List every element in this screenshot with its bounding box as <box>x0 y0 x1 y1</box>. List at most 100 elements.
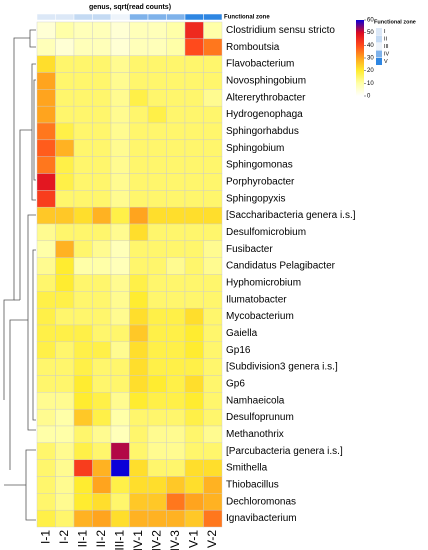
row-label: Gaiella <box>226 328 258 339</box>
heat-cell <box>184 408 204 427</box>
heat-cell <box>129 38 149 56</box>
heat-cell <box>129 122 149 141</box>
heat-cell <box>92 72 112 90</box>
heat-cell <box>147 476 167 494</box>
color-bar-label: 50 <box>367 30 374 36</box>
heat-cell <box>110 156 130 174</box>
heat-cell <box>110 190 130 208</box>
heat-cell <box>129 375 149 393</box>
heat-cell <box>203 442 223 460</box>
heat-cell <box>110 223 130 242</box>
heat-cell <box>184 341 204 359</box>
heat-cell <box>55 240 75 258</box>
heat-cell <box>92 223 112 242</box>
heat-cell <box>55 307 75 326</box>
dendrogram <box>3 29 36 521</box>
heat-cell <box>129 324 149 343</box>
heat-cell <box>147 122 167 141</box>
heat-cell <box>55 257 75 275</box>
color-bar-label: 10 <box>367 81 374 87</box>
heat-cell <box>147 55 167 73</box>
heat-cell <box>166 55 186 73</box>
heat-cell <box>129 105 149 124</box>
heat-cell <box>166 156 186 174</box>
heat-cell <box>147 173 167 191</box>
heat-cell <box>92 55 112 73</box>
zone-legend-title: Functional zone <box>374 19 416 25</box>
column-label: V-2 <box>205 530 219 548</box>
heat-cell <box>55 392 75 410</box>
column-label: II-1 <box>75 530 89 548</box>
heat-cell <box>55 72 75 90</box>
heat-cell <box>92 493 112 511</box>
zone-legend-swatch <box>376 50 382 58</box>
column-label: IV-3 <box>168 530 182 550</box>
heat-cell <box>92 341 112 359</box>
heat-cell <box>110 509 130 528</box>
heat-cell <box>55 122 75 141</box>
heat-cell <box>73 156 93 174</box>
zone-strip-label: Functional zone <box>224 15 270 21</box>
heat-cell <box>36 89 56 107</box>
zone-strip-cell <box>147 13 167 21</box>
heat-cell <box>203 476 223 494</box>
heat-cell <box>203 139 223 157</box>
heat-cell <box>92 375 112 393</box>
heat-cell <box>36 392 56 410</box>
heat-cell <box>73 240 93 258</box>
heat-cell <box>110 21 130 40</box>
heat-cell <box>73 307 93 326</box>
heat-cell <box>73 392 93 410</box>
heat-cell <box>166 257 186 275</box>
heat-cell <box>203 307 223 326</box>
heat-cell <box>55 341 75 359</box>
heat-cell <box>55 274 75 292</box>
heat-cell <box>55 156 75 174</box>
heat-cell <box>203 459 223 477</box>
heat-cell <box>73 274 93 292</box>
color-bar-label: 20 <box>367 68 374 74</box>
heat-cell <box>203 509 223 528</box>
heat-cell <box>203 206 223 225</box>
heat-cell <box>73 341 93 359</box>
heat-cell <box>110 173 130 191</box>
row-label: Flavobacterium <box>226 59 294 70</box>
heat-cell <box>203 55 223 73</box>
heat-cell <box>73 408 93 427</box>
heat-cell <box>110 240 130 258</box>
heat-cell <box>92 21 112 40</box>
heat-cell <box>184 459 204 477</box>
color-bar-label: 60 <box>367 18 374 24</box>
heat-cell <box>129 509 149 528</box>
heat-cell <box>73 476 93 494</box>
heat-cell <box>129 139 149 157</box>
heat-cell <box>73 89 93 107</box>
heat-cell <box>184 442 204 460</box>
heat-cell <box>73 459 93 477</box>
heat-cell <box>92 442 112 460</box>
heat-cell <box>166 206 186 225</box>
heat-cell <box>184 156 204 174</box>
heat-cell <box>184 55 204 73</box>
heat-cell <box>73 257 93 275</box>
heat-cell <box>129 55 149 73</box>
heat-cell <box>55 459 75 477</box>
zone-strip-cell <box>55 13 75 21</box>
heat-cell <box>110 493 130 511</box>
row-label: Clostridium sensu stricto <box>226 25 335 36</box>
heat-cell <box>110 291 130 309</box>
heat-cell <box>166 509 186 528</box>
zone-legend-label: I <box>384 29 386 35</box>
heat-cell <box>166 190 186 208</box>
column-label: IV-1 <box>131 530 145 550</box>
heat-cell <box>92 408 112 427</box>
heat-cell <box>36 240 56 258</box>
row-label: Namhaeicola <box>226 395 285 406</box>
heat-cell <box>36 223 56 242</box>
heat-cell <box>73 324 93 343</box>
heat-cell <box>55 223 75 242</box>
heat-cell <box>36 459 56 477</box>
heat-cell <box>184 21 204 40</box>
heat-cell <box>166 38 186 56</box>
heat-cell <box>36 72 56 90</box>
